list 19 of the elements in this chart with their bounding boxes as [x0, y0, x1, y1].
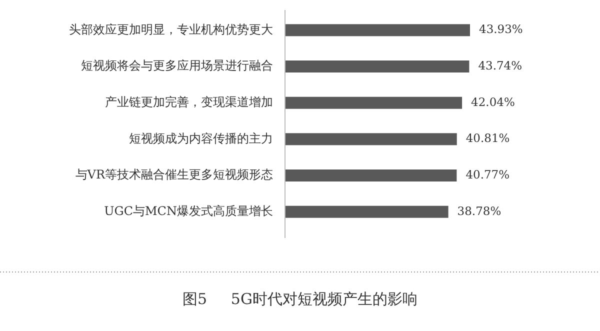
- data-label: 42.04%: [471, 94, 515, 109]
- data-label: 40.81%: [466, 131, 510, 146]
- y-tick-label: 头部效应更加明显，专业机构优势更大: [69, 22, 273, 36]
- y-tick-label: UGC与MCN爆发式高质量增长: [104, 204, 273, 218]
- bar: [285, 96, 462, 109]
- y-tick-label: 短视频成为内容传播的主力: [129, 131, 273, 146]
- bar: [285, 133, 457, 146]
- bar: [285, 170, 457, 182]
- text: 图5 5G时代对短视频产生的影响: [182, 290, 418, 308]
- y-tick-label: 与VR等技术融合催生更多短视频形态: [75, 168, 273, 182]
- data-label: 38.78%: [457, 204, 502, 218]
- y-tick-label: 短视频将会与更多应用场景进行融合: [81, 58, 273, 73]
- data-label: 40.77%: [466, 167, 510, 182]
- bar: [285, 206, 448, 218]
- data-label: 43.93%: [479, 22, 523, 36]
- bar: [285, 60, 470, 72]
- bar: [285, 24, 470, 36]
- data-label: 43.74%: [478, 58, 522, 72]
- y-tick-label: 产业链更加完善，变现渠道增加: [105, 94, 273, 109]
